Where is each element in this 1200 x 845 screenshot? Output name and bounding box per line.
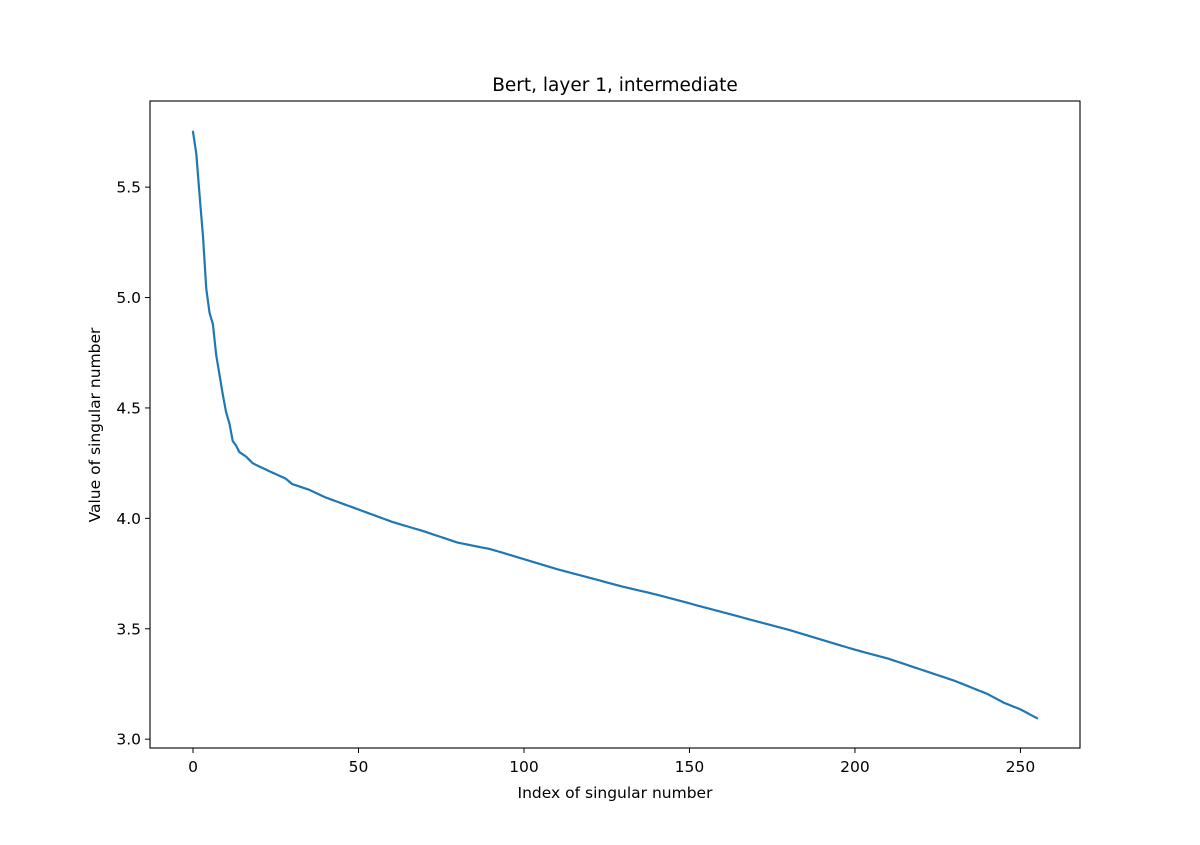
x-axis-label: Index of singular number bbox=[518, 784, 714, 802]
y-tick-label: 3.0 bbox=[116, 731, 141, 749]
x-axis: 0 50 100 150 200 250 bbox=[188, 748, 1035, 776]
x-tick-label: 200 bbox=[840, 758, 870, 776]
x-tick-label: 50 bbox=[349, 758, 369, 776]
y-tick-label: 4.5 bbox=[116, 399, 141, 417]
y-tick-label: 5.0 bbox=[116, 289, 141, 307]
y-axis: 3.0 3.5 4.0 4.5 5.0 5.5 bbox=[116, 179, 150, 749]
series-line bbox=[191, 130, 1039, 720]
x-tick-label: 100 bbox=[509, 758, 539, 776]
chart-title: Bert, layer 1, intermediate bbox=[492, 75, 738, 96]
plot-area-frame bbox=[149, 100, 1081, 749]
y-tick-label: 4.0 bbox=[116, 510, 141, 528]
x-tick-label: 0 bbox=[188, 758, 198, 776]
y-axis-label: Value of singular number bbox=[86, 327, 104, 522]
y-tick-label: 3.5 bbox=[116, 620, 141, 638]
x-tick-label: 150 bbox=[675, 758, 705, 776]
y-tick-label: 5.5 bbox=[116, 179, 141, 197]
x-tick-label: 250 bbox=[1006, 758, 1036, 776]
series-layer bbox=[191, 130, 1039, 720]
